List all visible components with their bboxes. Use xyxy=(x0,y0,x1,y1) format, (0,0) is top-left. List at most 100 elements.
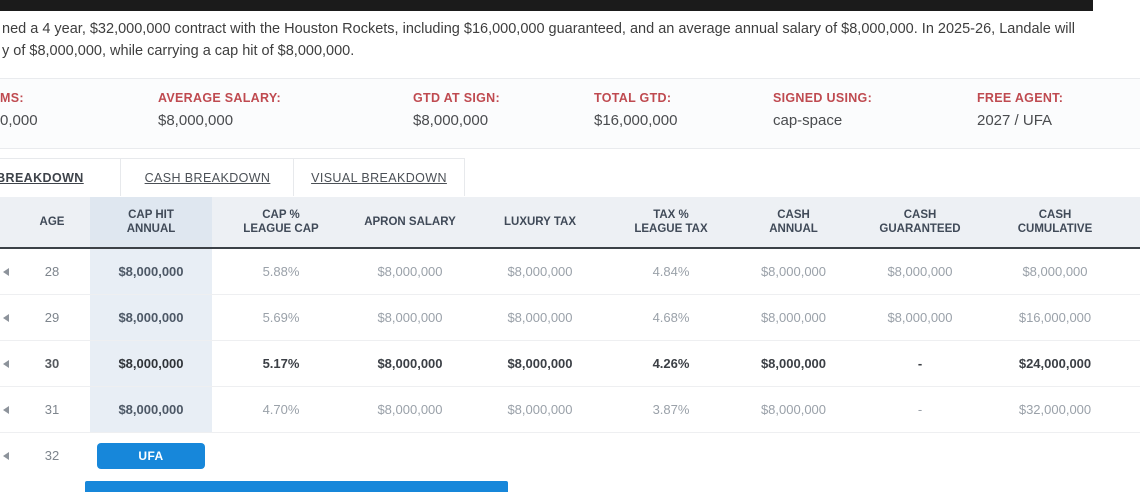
apron-salary-cell: $8,000,000 xyxy=(377,264,443,279)
tax-pct-cell: 4.84% xyxy=(652,264,690,279)
row-year-cell xyxy=(0,249,14,294)
cash-cumulative-cell xyxy=(985,433,1125,478)
tab-visual-breakdown[interactable]: VISUAL BREAKDOWN xyxy=(293,158,465,196)
summary-item-free-agent: FREE AGENT: 2027 / UFA xyxy=(977,91,1063,129)
cap-hit-cell: $8,000,000 xyxy=(90,295,212,340)
bottom-blue-bar-cut xyxy=(85,481,508,492)
age-cell: 29 xyxy=(44,310,60,325)
row-year-cell xyxy=(0,295,14,340)
header-label: ANNUAL xyxy=(769,223,818,235)
row-expand-caret-icon[interactable] xyxy=(2,359,9,368)
luxury-tax-cell: $8,000,000 xyxy=(507,356,573,371)
contract-summary-line-2: y of $8,000,000, while carrying a cap hi… xyxy=(2,43,355,59)
row-spacer xyxy=(1125,295,1140,340)
luxury-tax-cell xyxy=(470,433,610,478)
age-cell: 28 xyxy=(44,264,60,279)
header-label: TAX % xyxy=(653,209,689,221)
header-label: CAP HIT xyxy=(128,209,174,221)
tab-cash-breakdown[interactable]: CASH BREAKDOWN xyxy=(120,158,295,196)
top-dark-strip xyxy=(0,0,1093,11)
table-row: 28 $8,000,000 5.88% $8,000,000 $8,000,00… xyxy=(0,249,1140,295)
header-cash-annual: CASH ANNUAL xyxy=(732,197,855,247)
row-year-cell xyxy=(0,387,14,432)
summary-label: TOTAL GTD: xyxy=(594,91,672,105)
row-expand-caret-icon[interactable] xyxy=(2,451,9,460)
row-spacer xyxy=(1125,433,1140,478)
summary-item-signed-using: SIGNED USING: cap-space xyxy=(773,91,872,129)
header-label: ANNUAL xyxy=(126,223,176,235)
summary-label: AVERAGE SALARY: xyxy=(158,91,282,105)
luxury-tax-cell: $8,000,000 xyxy=(507,264,573,279)
summary-item-average-salary: AVERAGE SALARY: $8,000,000 xyxy=(158,91,281,129)
summary-value: $8,000,000 xyxy=(158,112,234,129)
cap-hit-cell: $8,000,000 xyxy=(90,249,212,294)
header-label: GUARANTEED xyxy=(879,223,961,235)
header-label: APRON SALARY xyxy=(364,216,456,228)
cap-hit-cell: UFA xyxy=(90,433,212,478)
header-label: LEAGUE CAP xyxy=(243,223,319,235)
table-row-current-season: 30 $8,000,000 5.17% $8,000,000 $8,000,00… xyxy=(0,341,1140,387)
table-row: 29 $8,000,000 5.69% $8,000,000 $8,000,00… xyxy=(0,295,1140,341)
ufa-badge: UFA xyxy=(97,442,205,469)
contract-summary-bar: MS: 0,000 AVERAGE SALARY: $8,000,000 GTD… xyxy=(0,78,1140,149)
cash-cumulative-cell: $8,000,000 xyxy=(1022,264,1088,279)
tax-pct-cell: 3.87% xyxy=(652,402,690,417)
age-cell: 30 xyxy=(44,356,60,371)
contract-summary-line-1: ned a 4 year, $32,000,000 contract with … xyxy=(2,21,1075,37)
cash-guaranteed-cell: $8,000,000 xyxy=(887,310,953,325)
row-year-cell xyxy=(0,341,14,386)
table-row: 31 $8,000,000 4.70% $8,000,000 $8,000,00… xyxy=(0,387,1140,433)
apron-salary-cell: $8,000,000 xyxy=(377,402,443,417)
cash-guaranteed-cell: $8,000,000 xyxy=(887,264,953,279)
row-expand-caret-icon[interactable] xyxy=(2,313,9,322)
cap-hit-cell: $8,000,000 xyxy=(90,341,212,386)
header-label: CASH xyxy=(777,209,810,221)
header-spacer xyxy=(1125,197,1140,247)
tax-pct-cell: 4.26% xyxy=(652,356,690,371)
breakdown-tabs: AP BREAKDOWN CASH BREAKDOWN VISUAL BREAK… xyxy=(0,158,1140,196)
row-spacer xyxy=(1125,387,1140,432)
table-row-free-agent-year: 32 UFA xyxy=(0,433,1140,478)
cash-guaranteed-cell xyxy=(855,433,985,478)
header-cash-cumulative: CASH CUMULATIVE xyxy=(985,197,1125,247)
apron-salary-cell: $8,000,000 xyxy=(377,310,443,325)
summary-label: GTD AT SIGN: xyxy=(413,91,500,105)
contract-summary-paragraph: ned a 4 year, $32,000,000 contract with … xyxy=(2,18,1132,62)
contract-breakdown-table: AGE CAP HIT ANNUAL CAP % LEAGUE CAP APRON … xyxy=(0,197,1140,478)
cap-pct-cell: 4.70% xyxy=(262,402,300,417)
cash-guaranteed-cell: - xyxy=(917,402,923,417)
header-label: CUMULATIVE xyxy=(1017,223,1093,235)
header-label: CAP % xyxy=(262,209,300,221)
header-label: LUXURY TAX xyxy=(504,216,576,228)
row-spacer xyxy=(1125,249,1140,294)
tab-label: AP BREAKDOWN xyxy=(0,170,84,185)
header-year-cut xyxy=(0,197,14,247)
tab-label: VISUAL BREAKDOWN xyxy=(311,170,447,185)
cash-annual-cell: $8,000,000 xyxy=(760,264,827,279)
summary-label: FREE AGENT: xyxy=(977,91,1064,105)
row-expand-caret-icon[interactable] xyxy=(2,267,9,276)
tax-pct-cell xyxy=(610,433,732,478)
apron-salary-cell: $8,000,000 xyxy=(377,356,443,371)
table-header-row: AGE CAP HIT ANNUAL CAP % LEAGUE CAP APRON … xyxy=(0,197,1140,249)
cash-cumulative-cell: $24,000,000 xyxy=(1018,356,1092,371)
luxury-tax-cell: $8,000,000 xyxy=(507,310,573,325)
cash-annual-cell: $8,000,000 xyxy=(760,402,827,417)
header-label: AGE xyxy=(39,216,65,228)
luxury-tax-cell: $8,000,000 xyxy=(507,402,573,417)
cap-pct-cell: 5.17% xyxy=(262,356,300,371)
row-year-cell xyxy=(0,433,14,478)
cash-guaranteed-cell: - xyxy=(917,356,923,371)
summary-value: $16,000,000 xyxy=(594,112,678,129)
row-expand-caret-icon[interactable] xyxy=(2,405,9,414)
apron-salary-cell xyxy=(350,433,470,478)
cap-pct-cell xyxy=(212,433,350,478)
summary-item-gtd-at-sign: GTD AT SIGN: $8,000,000 xyxy=(413,91,500,129)
summary-value: cap-space xyxy=(773,112,843,129)
tab-cap-breakdown[interactable]: AP BREAKDOWN xyxy=(0,158,121,196)
summary-value: $8,000,000 xyxy=(413,112,489,129)
summary-label: MS: xyxy=(0,91,24,105)
header-label: CASH xyxy=(1038,209,1072,221)
header-cash-guaranteed: CASH GUARANTEED xyxy=(855,197,985,247)
cash-cumulative-cell: $16,000,000 xyxy=(1018,310,1092,325)
